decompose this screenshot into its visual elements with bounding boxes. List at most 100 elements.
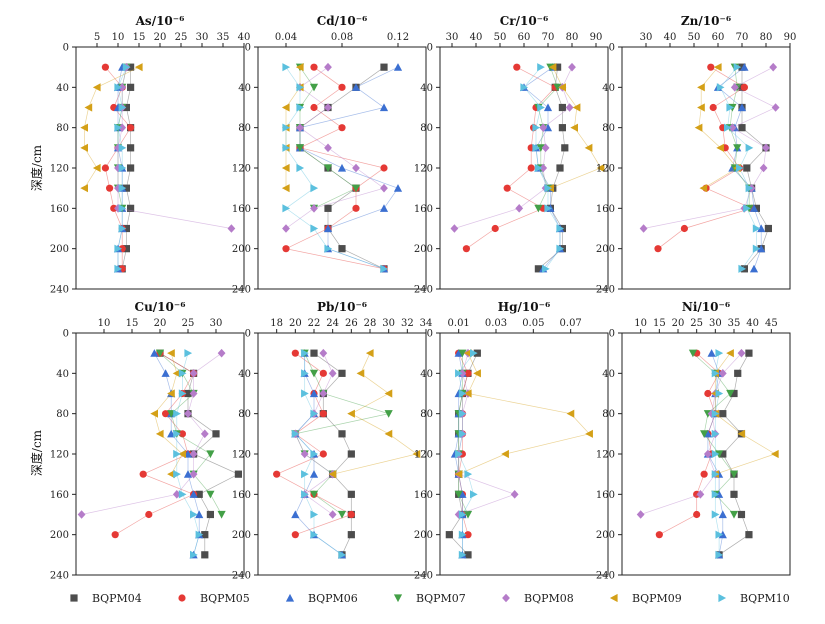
data-point — [462, 245, 470, 253]
y-tick-label: 160 — [596, 490, 615, 501]
panel-8: Ni/10⁻⁶ 10 15 20 25 30 35 40 45 0 40 80 120 160 200 240 — [596, 300, 791, 582]
data-point — [118, 143, 127, 152]
series-BQPM06 — [291, 349, 347, 559]
y-tick-label: 80 — [238, 409, 251, 420]
y-tick-label: 80 — [420, 123, 433, 134]
x-tick-label: 10 — [98, 318, 111, 329]
x-tick-label: 26 — [345, 318, 358, 329]
y-tick-label: 200 — [232, 244, 251, 255]
data-point — [532, 123, 541, 132]
data-point — [711, 409, 720, 418]
data-point — [127, 204, 135, 212]
x-tick-label: 25 — [175, 32, 188, 43]
y-tick-label: 120 — [50, 450, 69, 461]
legend-marker — [70, 594, 78, 602]
data-point — [178, 430, 186, 438]
data-point — [543, 123, 553, 132]
legend-label: BQPM05 — [200, 592, 250, 605]
data-point — [458, 530, 467, 539]
data-point — [173, 470, 181, 479]
x-tick-label: 25 — [182, 318, 195, 329]
data-point — [118, 83, 127, 92]
panel-7: Hg/10⁻⁶ 0.01 0.03 0.05 0.07 0 40 80 120 160 200 240 — [414, 300, 609, 582]
legend-label: BQPM08 — [524, 592, 574, 605]
series-BQPM10 — [455, 349, 478, 559]
data-point — [458, 490, 467, 498]
data-point — [724, 123, 732, 132]
data-point — [328, 510, 337, 519]
data-point — [542, 264, 550, 273]
data-point — [150, 349, 159, 357]
data-point — [585, 429, 593, 438]
x-tick-label: 60 — [712, 32, 725, 43]
series-BQPM08 — [291, 348, 337, 519]
data-point — [734, 369, 742, 377]
data-point — [503, 184, 511, 192]
data-point — [295, 144, 305, 152]
data-point — [167, 349, 175, 358]
data-point — [324, 244, 333, 253]
data-point — [227, 224, 236, 233]
data-point — [155, 349, 165, 358]
data-point — [693, 510, 701, 519]
y-axis-label-top: 深度/cm — [29, 144, 44, 191]
data-point — [700, 470, 708, 478]
y-tick-label: 160 — [50, 204, 69, 215]
data-point — [709, 103, 717, 112]
data-point — [759, 163, 768, 173]
data-point — [745, 531, 753, 539]
data-point — [534, 265, 542, 273]
data-point — [122, 245, 130, 253]
x-tick-label: 0.05 — [522, 318, 544, 329]
data-point — [282, 123, 291, 132]
data-point — [541, 143, 550, 153]
data-point — [106, 184, 114, 192]
data-point — [458, 429, 467, 438]
data-point — [450, 224, 459, 233]
data-point — [688, 349, 698, 358]
data-point — [458, 389, 467, 398]
y-tick-label: 160 — [50, 490, 69, 501]
series-line — [117, 67, 232, 229]
data-point — [745, 143, 754, 152]
data-point — [738, 63, 746, 71]
series-BQPM10 — [711, 349, 724, 559]
data-point — [92, 163, 101, 173]
y-tick-label: 160 — [596, 204, 615, 215]
data-point — [714, 450, 724, 459]
series-BQPM05 — [655, 349, 723, 539]
data-point — [351, 83, 361, 91]
y-tick-label: 240 — [414, 571, 433, 582]
data-point — [532, 143, 541, 152]
data-point — [412, 449, 421, 459]
data-point — [743, 164, 751, 172]
data-point — [291, 510, 300, 519]
data-point — [464, 551, 472, 559]
data-point — [728, 123, 737, 132]
series-BQPM09 — [454, 349, 593, 479]
data-point — [697, 83, 705, 92]
x-tick-label: 70 — [736, 32, 749, 43]
series-line — [313, 352, 352, 555]
data-point — [539, 163, 548, 173]
x-tick-label: 28 — [364, 318, 377, 329]
data-point — [301, 369, 309, 378]
plot-frame — [75, 332, 245, 576]
legend-label: BQPM04 — [92, 592, 142, 605]
data-point — [145, 510, 153, 519]
data-point — [558, 83, 566, 92]
data-point — [310, 510, 319, 519]
data-point — [347, 510, 355, 519]
data-point — [296, 123, 304, 132]
data-point — [711, 369, 720, 378]
x-tick-label: 90 — [784, 32, 797, 43]
x-tick-label: 30 — [640, 32, 653, 43]
data-point — [323, 164, 333, 173]
data-point — [178, 449, 186, 459]
y-tick-label: 240 — [232, 285, 251, 296]
data-point — [711, 510, 720, 519]
data-point — [122, 184, 130, 192]
data-point — [184, 349, 193, 358]
series-line — [657, 66, 753, 249]
